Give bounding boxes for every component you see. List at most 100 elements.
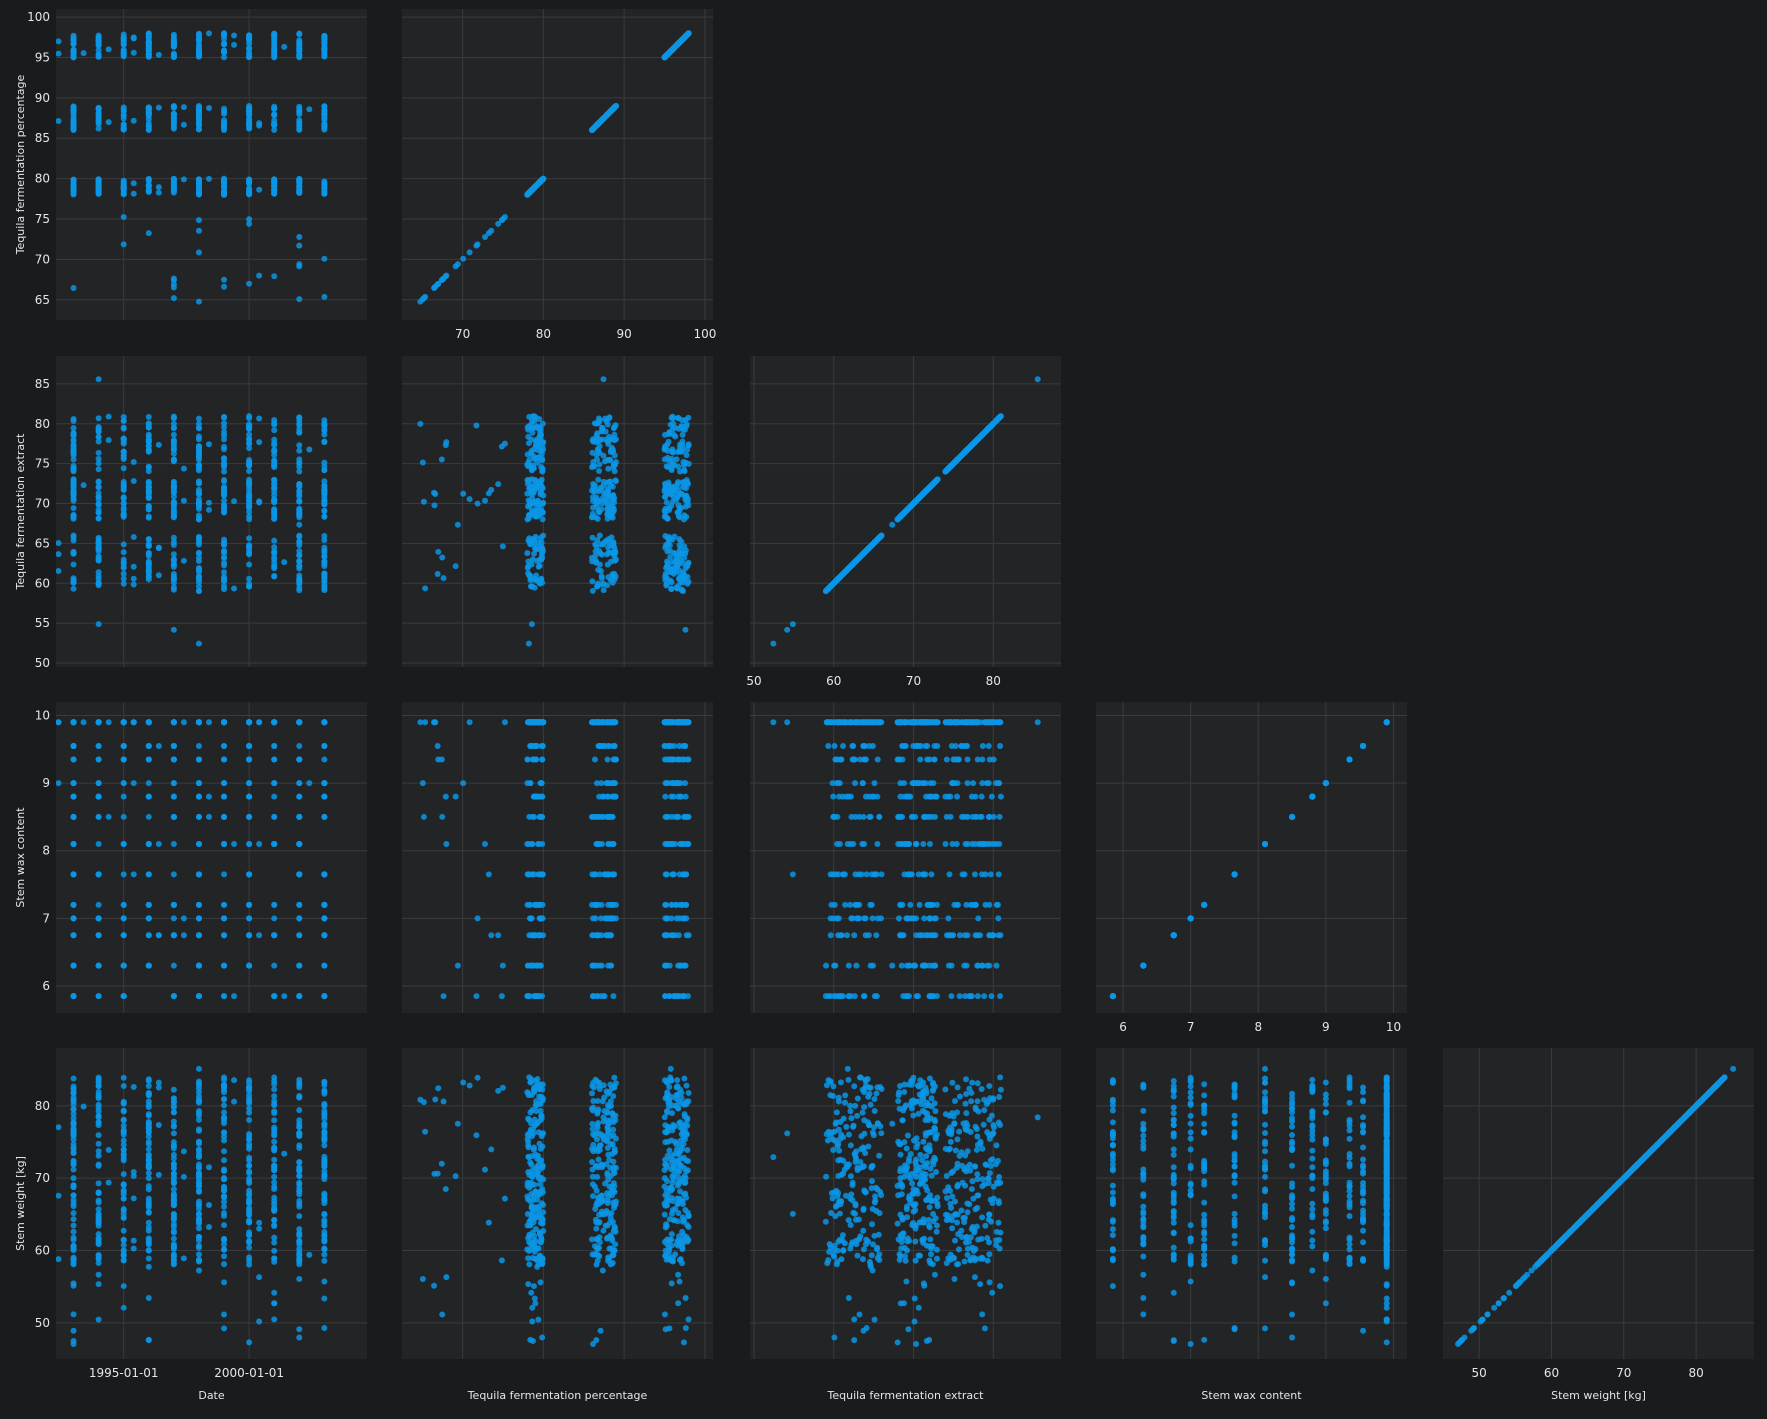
data-point	[296, 422, 303, 429]
data-point	[321, 871, 328, 878]
data-point	[964, 446, 971, 453]
data-point	[434, 570, 441, 577]
data-point	[271, 421, 278, 428]
data-point	[130, 49, 137, 56]
data-point	[145, 542, 152, 549]
data-point	[120, 575, 127, 582]
scatter-points	[770, 376, 1041, 647]
data-point	[609, 106, 616, 113]
data-point	[130, 581, 137, 588]
data-point	[95, 415, 102, 422]
data-point	[533, 182, 540, 189]
data-point	[682, 742, 689, 749]
data-point	[612, 477, 619, 484]
data-point	[668, 932, 675, 939]
data-point	[296, 447, 303, 454]
data-point	[531, 550, 538, 557]
data-point	[608, 558, 615, 565]
data-point	[120, 549, 127, 556]
y-tick-label: 65	[35, 293, 50, 307]
data-point	[145, 871, 152, 878]
data-point	[296, 54, 303, 61]
data-point	[95, 466, 102, 473]
data-point	[296, 417, 303, 424]
data-point	[439, 813, 446, 820]
data-point	[606, 478, 613, 485]
data-point	[70, 53, 77, 60]
data-point	[537, 534, 544, 541]
data-point	[321, 184, 328, 191]
data-point	[682, 793, 689, 800]
data-point	[321, 439, 328, 446]
data-point	[231, 840, 238, 847]
data-point	[482, 840, 489, 847]
data-point	[666, 429, 673, 436]
data-point	[195, 871, 202, 878]
data-point	[95, 483, 102, 490]
y-tick-label: 85	[35, 377, 50, 391]
data-point	[594, 840, 601, 847]
data-point	[684, 993, 691, 1000]
data-point	[877, 533, 884, 540]
data-point	[685, 559, 692, 566]
data-point	[321, 501, 328, 508]
data-point	[590, 915, 597, 922]
data-point	[452, 793, 459, 800]
data-point	[539, 455, 546, 462]
data-point	[680, 462, 687, 469]
data-point	[246, 106, 253, 113]
data-point	[70, 425, 77, 432]
data-point	[488, 227, 495, 234]
data-point	[495, 481, 502, 488]
data-point	[70, 561, 77, 568]
data-point	[195, 107, 202, 114]
x-tick-label: 60	[826, 674, 841, 688]
data-point	[155, 51, 162, 58]
data-point	[170, 458, 177, 465]
data-point	[170, 962, 177, 969]
data-point	[180, 719, 187, 726]
data-point	[667, 421, 674, 428]
data-point	[145, 230, 152, 237]
data-point	[95, 183, 102, 190]
data-point	[661, 756, 668, 763]
data-point	[95, 501, 102, 508]
data-point	[606, 871, 613, 878]
data-point	[296, 442, 303, 449]
data-point	[296, 962, 303, 969]
data-point	[495, 220, 502, 227]
data-point	[589, 587, 596, 594]
data-point	[666, 993, 673, 1000]
data-point	[170, 793, 177, 800]
panel-background	[402, 356, 713, 667]
data-point	[246, 513, 253, 520]
data-point	[536, 840, 543, 847]
data-point	[321, 915, 328, 922]
data-point	[296, 780, 303, 787]
data-point	[539, 516, 546, 523]
data-point	[460, 490, 467, 497]
data-point	[533, 577, 540, 584]
data-point	[145, 813, 152, 820]
y-tick-label: 8	[42, 844, 50, 858]
data-point	[221, 871, 228, 878]
data-point	[195, 901, 202, 908]
data-point	[608, 962, 615, 969]
data-point	[296, 242, 303, 249]
data-point	[524, 550, 531, 557]
data-point	[221, 569, 228, 576]
data-point	[538, 177, 545, 184]
data-point	[95, 793, 102, 800]
data-point	[590, 497, 597, 504]
data-point	[246, 468, 253, 475]
data-point	[195, 467, 202, 474]
data-point	[296, 119, 303, 126]
data-point	[120, 541, 127, 548]
data-point	[145, 502, 152, 509]
data-point	[145, 840, 152, 847]
data-point	[145, 719, 152, 726]
data-point	[685, 460, 692, 467]
data-point	[596, 962, 603, 969]
data-point	[537, 436, 544, 443]
